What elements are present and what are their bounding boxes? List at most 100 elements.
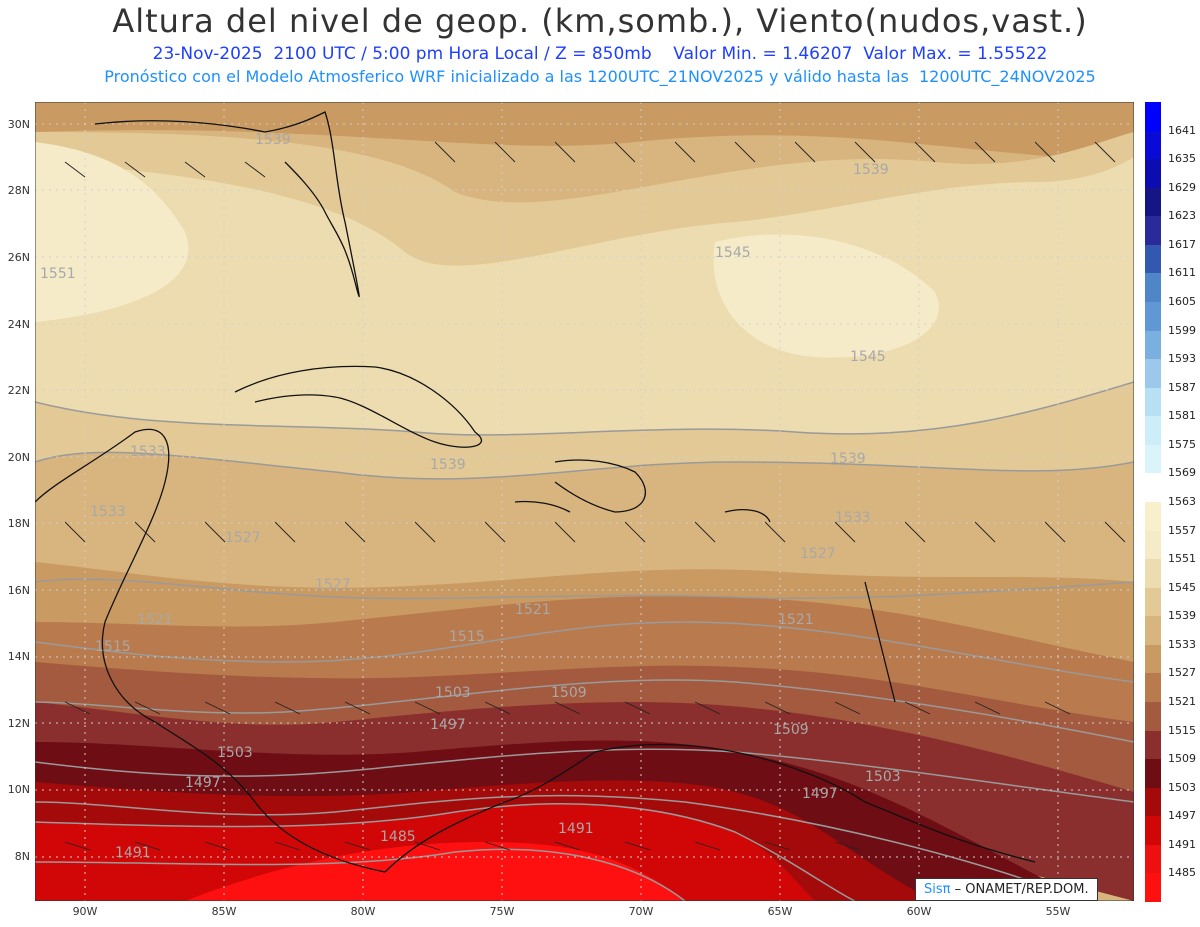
contour-label: 1485: [380, 829, 416, 845]
colorbar-segment: [1145, 502, 1161, 532]
colorbar-segment: [1145, 873, 1161, 903]
contour-label: 1497: [430, 717, 466, 733]
contour-label: 1509: [551, 685, 587, 701]
colorbar-label: 1617: [1168, 237, 1196, 251]
contour-label: 1545: [850, 349, 886, 365]
lat-label: 10N: [7, 783, 30, 796]
contour-label: 1551: [40, 266, 76, 282]
colorbar-label: 1605: [1168, 295, 1196, 308]
colorbar-segment: [1145, 587, 1161, 617]
colorbar-label: 1545: [1168, 580, 1196, 594]
colorbar-label: 1581: [1168, 409, 1196, 423]
lat-label: 16N: [7, 584, 30, 597]
credit-text: – ONAMET/REP.DOM.: [950, 882, 1089, 897]
colorbar-label: 1539: [1168, 609, 1196, 623]
colorbar-label: 1563: [1168, 495, 1196, 508]
band-1545: [35, 157, 1134, 435]
lon-label: 60W: [906, 905, 932, 918]
coastlines: [35, 111, 1036, 873]
contour-label: 1539: [853, 162, 889, 178]
lat-label: 24N: [7, 318, 30, 331]
contour-label: 1527: [225, 530, 261, 546]
colorbar-segment: [1145, 302, 1161, 332]
lon-label: 85W: [211, 905, 237, 918]
colorbar-segment: [1145, 473, 1161, 503]
contour-label: 1503: [217, 745, 253, 761]
band-top-1527: [35, 102, 1134, 162]
colorbar-segment: [1145, 416, 1161, 446]
colorbar-segment: [1145, 187, 1161, 217]
colorbar-label: 1521: [1168, 695, 1196, 708]
colorbar-label: 1557: [1168, 523, 1196, 537]
colorbar: [1145, 102, 1161, 903]
contour-label: 1527: [315, 577, 351, 593]
colorbar-segment: [1145, 787, 1161, 817]
lon-label: 65W: [767, 905, 793, 918]
contour-label: 1521: [778, 612, 814, 628]
contour-label: 1533: [130, 444, 166, 460]
colorbar-label: 1587: [1168, 380, 1196, 394]
contour-label: 1503: [865, 769, 901, 785]
contour-label: 1491: [115, 845, 151, 861]
colorbar-label: 1611: [1168, 266, 1196, 280]
colorbar-label: 1497: [1168, 809, 1196, 823]
contour-label: 1539: [430, 457, 466, 473]
contour-label: 1539: [830, 451, 866, 467]
weather-map: 1539 1551 1545 1539 1545 1533 1539 1539 …: [35, 102, 1134, 901]
colorbar-label: 1629: [1168, 180, 1196, 194]
lat-label: 22N: [7, 384, 30, 397]
map-subtitle-time: 23-Nov-2025 2100 UTC / 5:00 pm Hora Loca…: [152, 44, 1048, 64]
colorbar-label: 1527: [1168, 666, 1196, 680]
contour-label: 1521: [515, 602, 551, 618]
contour-label: 1497: [185, 775, 221, 791]
colorbar-segment: [1145, 130, 1161, 160]
contour-label: 1509: [773, 722, 809, 738]
contour-label: 1515: [95, 639, 131, 655]
colorbar-segment: [1145, 444, 1161, 474]
wind-barbs: [64, 141, 1126, 851]
colorbar-segment: [1145, 273, 1161, 303]
colorbar-segment: [1145, 844, 1161, 874]
lon-label: 70W: [628, 905, 654, 918]
contour-label: 1503: [435, 685, 471, 701]
colorbar-label: 1509: [1168, 752, 1196, 766]
credit-sis: Sisπ: [924, 882, 951, 897]
lon-label: 55W: [1045, 905, 1071, 918]
colorbar-label: 1485: [1168, 866, 1196, 880]
colorbar-segment: [1145, 330, 1161, 360]
map-title: Altura del nivel de geop. (km,somb.), Vi…: [112, 2, 1088, 40]
band-1533: [35, 461, 1134, 599]
colorbar-label: 1623: [1168, 209, 1196, 223]
lat-label: 12N: [7, 717, 30, 730]
lat-label: 20N: [7, 451, 30, 464]
colorbar-segment: [1145, 159, 1161, 189]
lat-label: 26N: [7, 251, 30, 264]
colorbar-segment: [1145, 759, 1161, 789]
colorbar-label: 1491: [1168, 837, 1196, 851]
band-1551-west: [35, 142, 189, 322]
contour-label: 1533: [835, 510, 871, 526]
colorbar-label: 1569: [1168, 466, 1196, 480]
contour-labels: 1539 1551 1545 1539 1545 1533 1539 1539 …: [40, 132, 901, 861]
lat-label: 30N: [7, 118, 30, 131]
colorbar-segment: [1145, 359, 1161, 389]
colorbar-label: 1599: [1168, 323, 1196, 337]
contour-label: 1527: [800, 546, 836, 562]
lat-label: 18N: [7, 517, 30, 530]
colorbar-segment: [1145, 616, 1161, 646]
colorbar-label: 1515: [1168, 723, 1196, 737]
contour-label: 1545: [715, 245, 751, 261]
contour-label: 1497: [802, 786, 838, 802]
colorbar-label: 1593: [1168, 352, 1196, 366]
colorbar-segment: [1145, 216, 1161, 246]
colorbar-segment: [1145, 673, 1161, 703]
colorbar-label: 1641: [1168, 123, 1196, 137]
lat-label: 14N: [7, 650, 30, 663]
contour-label: 1491: [558, 821, 594, 837]
lat-label: 8N: [14, 850, 30, 863]
colorbar-segment: [1145, 387, 1161, 417]
colorbar-label: 1551: [1168, 552, 1196, 566]
colorbar-segment: [1145, 530, 1161, 560]
contour-label: 1521: [137, 612, 173, 628]
contour-label: 1515: [449, 629, 485, 645]
